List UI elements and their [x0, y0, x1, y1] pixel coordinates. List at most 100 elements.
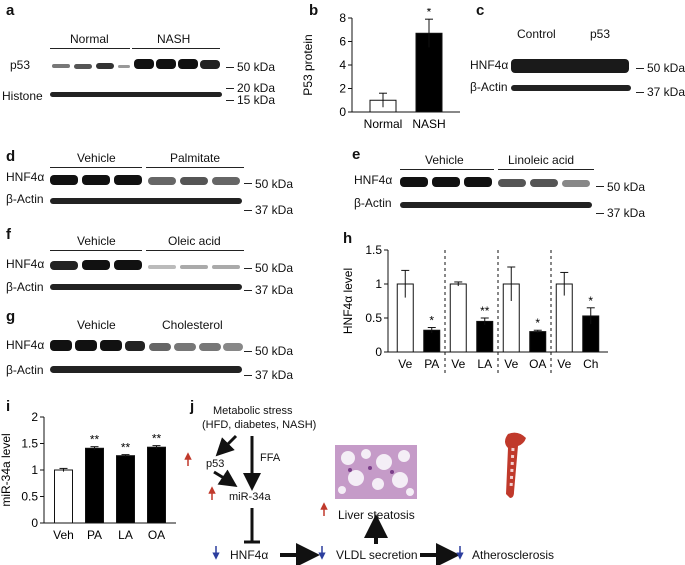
y-tick-label: 8 — [339, 11, 346, 25]
band — [50, 284, 242, 290]
y-axis-label: HNF4α level — [341, 268, 355, 334]
band — [75, 340, 97, 351]
band — [174, 343, 196, 351]
band — [530, 179, 558, 187]
blot-f — [48, 253, 246, 295]
band — [200, 60, 220, 69]
y-tick-label: 0.5 — [365, 311, 382, 325]
band — [50, 261, 78, 270]
band — [511, 85, 631, 91]
blot-d — [48, 168, 246, 210]
band — [511, 59, 629, 73]
marker-tick — [636, 68, 644, 69]
group-line-vehicle — [50, 167, 142, 168]
arrow-p53-mir — [213, 469, 238, 487]
row-label-bactin: β-Actin — [6, 192, 44, 206]
panel-f-letter: f — [6, 226, 11, 243]
band — [180, 177, 208, 185]
row-label-bactin: β-Actin — [354, 196, 392, 210]
row-label-bactin: β-Actin — [6, 280, 44, 294]
mir-node: miR-34a — [229, 491, 271, 503]
significance-mark: * — [588, 294, 593, 308]
band — [212, 177, 240, 185]
marker-tick — [636, 92, 644, 93]
x-tick-label: Ve — [504, 357, 518, 371]
y-tick-label: 1.5 — [365, 243, 382, 257]
x-tick-label: Ch — [583, 357, 598, 371]
marker-50kda: 50 kDa — [255, 177, 294, 191]
band — [464, 177, 492, 187]
blot-c — [508, 42, 636, 98]
band — [114, 260, 142, 270]
band — [82, 260, 110, 270]
band — [74, 64, 92, 69]
panel-j-letter: j — [190, 398, 195, 415]
x-tick-label: PA — [424, 357, 439, 371]
group-label-vehicle: Vehicle — [425, 153, 464, 167]
y-tick-label: 1.5 — [21, 437, 38, 451]
marker-50kda: 50 kDa — [255, 261, 294, 275]
group-label-oleic: Oleic acid — [168, 234, 221, 248]
arrow-stress-p53 — [215, 434, 238, 457]
group-label-p53: p53 — [590, 27, 611, 41]
band — [118, 65, 130, 68]
bar — [449, 283, 467, 353]
y-tick-label: 1 — [31, 463, 38, 477]
y-tick-label: 2 — [31, 410, 38, 424]
band — [134, 59, 154, 69]
group-label-vehicle: Vehicle — [77, 318, 116, 332]
marker-50kda: 50 kDa — [607, 180, 646, 194]
panel-c-letter: c — [476, 2, 485, 19]
marker-tick — [596, 213, 604, 214]
row-label-bactin: β-Actin — [470, 80, 508, 94]
panel-a-letter: a — [6, 2, 15, 19]
x-tick-label: Normal — [364, 117, 403, 131]
x-tick-label: OA — [148, 528, 165, 542]
marker-50kda: 50 kDa — [255, 344, 294, 358]
band — [50, 366, 242, 373]
hnf-node: HNF4α — [230, 548, 269, 562]
blot-g — [48, 334, 246, 378]
significance-mark: ** — [121, 441, 131, 455]
bar — [85, 447, 104, 524]
x-tick-label: Veh — [53, 528, 74, 542]
stress-detail: (HFD, diabetes, NASH) — [202, 419, 317, 431]
group-label-cholesterol: Cholesterol — [162, 318, 223, 332]
panel-i-letter: i — [6, 398, 11, 415]
row-label-hnf4a: HNF4α — [354, 173, 393, 187]
significance-mark: ** — [152, 432, 162, 446]
stress-label: Metabolic stress — [213, 405, 293, 417]
artery-image — [505, 432, 526, 498]
x-tick-label: Ve — [451, 357, 465, 371]
bar — [476, 320, 494, 353]
band — [82, 175, 110, 185]
row-label-hnf4a: HNF4α — [6, 338, 45, 352]
liver-histology-image — [335, 445, 417, 499]
group-line-normal — [50, 48, 130, 49]
panel-h-letter: h — [343, 230, 353, 247]
bar — [529, 331, 547, 353]
band — [148, 265, 176, 269]
band — [114, 175, 142, 185]
x-tick-label: NASH — [412, 117, 445, 131]
bar — [54, 469, 73, 524]
marker-50kda: 50 kDa — [237, 60, 276, 74]
group-label-vehicle: Vehicle — [77, 151, 116, 165]
y-axis-label: P53 protein — [301, 34, 315, 95]
y-tick-label: 4 — [339, 58, 346, 72]
p53-node: p53 — [206, 458, 225, 470]
band — [156, 59, 176, 69]
panel-e-letter: e — [352, 146, 361, 163]
x-tick-label: OA — [529, 357, 546, 371]
marker-20kda: 20 kDa — [237, 81, 276, 95]
band — [400, 202, 592, 208]
marker-37kda: 37 kDa — [255, 368, 294, 382]
group-line-palmitate — [146, 167, 244, 168]
significance-mark: ** — [480, 304, 490, 318]
band — [149, 343, 171, 351]
marker-tick — [244, 268, 252, 269]
x-tick-label: Ve — [557, 357, 571, 371]
y-tick-label: 0 — [375, 345, 382, 359]
band — [498, 179, 526, 187]
band — [148, 177, 176, 185]
